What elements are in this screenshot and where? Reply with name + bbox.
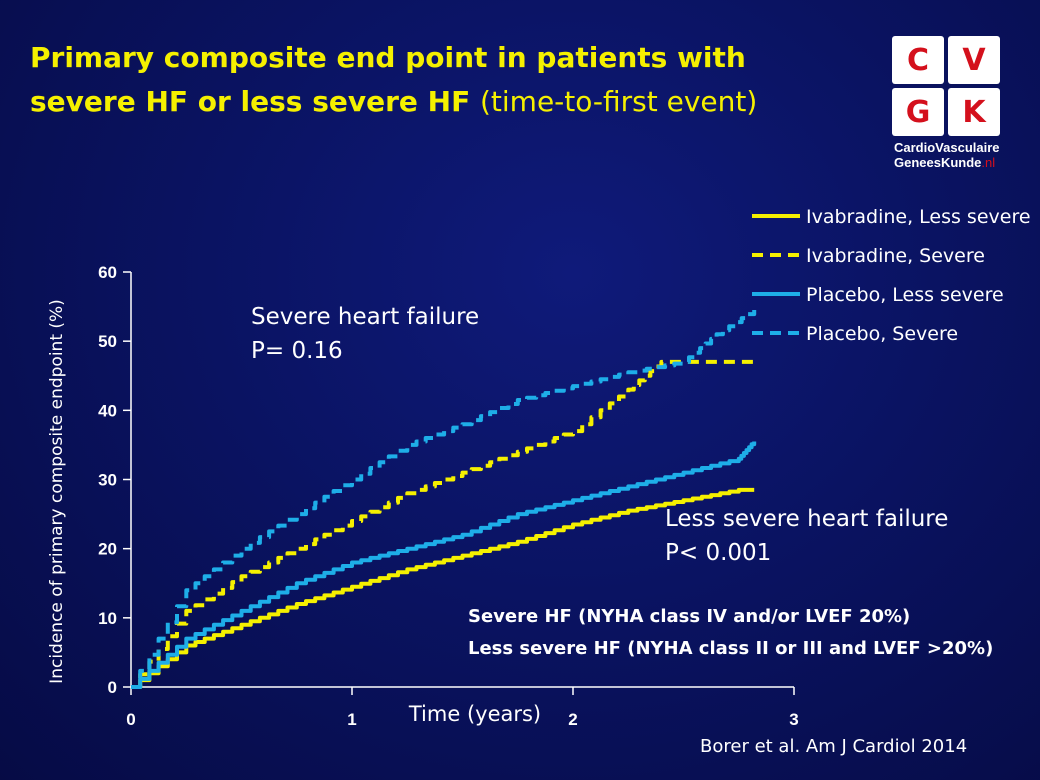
logo-caption: CardioVasculaire GeneesKunde.nl	[892, 140, 1000, 170]
x-tick-label: 2	[568, 710, 577, 729]
logo-line2-main: GeneesKunde	[894, 155, 982, 170]
series-line-4	[131, 310, 757, 689]
annotation-2-line-1: Less severe heart failure	[665, 506, 948, 532]
x-tick-label: 1	[347, 710, 356, 729]
y-tick-label: 30	[98, 471, 117, 490]
logo-letter-k: K	[948, 88, 1000, 136]
note-severe-definition: Severe HF (NYHA class IV and/or LVEF 20%…	[468, 606, 911, 627]
series-line-2	[131, 359, 755, 689]
logo-line1: CardioVasculaire	[894, 140, 1000, 155]
y-tick-label: 60	[98, 263, 117, 282]
y-tick-label: 0	[108, 678, 117, 697]
slide-title: Primary composite end point in patients …	[30, 36, 850, 124]
note-less-severe-definition: Less severe HF (NYHA class II or III and…	[468, 638, 994, 659]
y-axis-label: Incidence of primary composite endpoint …	[47, 299, 67, 684]
legend-label-1: Ivabradine, Less severe	[806, 206, 1031, 228]
legend-label-3: Placebo, Less severe	[806, 284, 1004, 306]
x-tick-label: 3	[789, 710, 798, 729]
annotation-2-line-2: P< 0.001	[665, 540, 771, 566]
logo-line2-suffix: .nl	[981, 155, 996, 170]
title-bold: Primary composite end point in patients …	[30, 41, 746, 118]
legend-label-2: Ivabradine, Severe	[806, 245, 985, 267]
y-tick-label: 50	[98, 332, 117, 351]
logo-letter-v: V	[948, 36, 1000, 84]
series-line-1	[131, 487, 755, 689]
legend-label-4: Placebo, Severe	[806, 323, 958, 345]
logo-line2: GeneesKunde.nl	[894, 155, 1000, 170]
y-tick-label: 40	[98, 401, 117, 420]
series-line-3	[131, 441, 757, 689]
annotation-1-line-2: P= 0.16	[251, 338, 343, 364]
y-tick-label: 10	[98, 609, 117, 628]
logo-letter-grid: C V G K	[892, 36, 1000, 136]
annotation-1-line-1: Severe heart failure	[251, 304, 479, 330]
title-light: (time-to-first event)	[479, 85, 758, 118]
logo-letter-c: C	[892, 36, 944, 84]
logo-letter-g: G	[892, 88, 944, 136]
x-tick-label: 0	[126, 710, 135, 729]
cvgk-logo: C V G K CardioVasculaire GeneesKunde.nl	[892, 36, 1000, 170]
citation: Borer et al. Am J Cardiol 2014	[700, 736, 968, 757]
x-axis-label: Time (years)	[408, 702, 541, 726]
y-tick-label: 20	[98, 540, 117, 559]
